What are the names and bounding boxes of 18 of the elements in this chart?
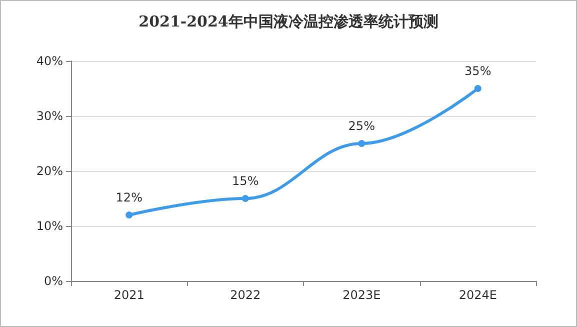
- x-tick-label: 2023E: [342, 288, 381, 302]
- point: [358, 140, 366, 147]
- point: [126, 212, 133, 218]
- x-tick-label: 2024E: [458, 288, 497, 302]
- chart-title: 2021-2024年中国液冷温控渗透率统计预测: [138, 12, 438, 30]
- x-tick-label: 2022: [230, 288, 261, 302]
- x-tick-label: 2021: [114, 288, 144, 302]
- data-label: 15%: [232, 174, 259, 188]
- data-label: 25%: [348, 119, 375, 133]
- data-label: 35%: [464, 64, 492, 78]
- point: [474, 85, 482, 92]
- y-tick-label: 10%: [36, 219, 63, 233]
- y-tick-label: 30%: [36, 109, 63, 123]
- y-tick-label: 0%: [44, 274, 63, 288]
- y-tick-label: 40%: [36, 54, 63, 68]
- point: [242, 195, 249, 202]
- y-tick-label: 20%: [36, 164, 63, 178]
- data-label: 12%: [116, 190, 142, 204]
